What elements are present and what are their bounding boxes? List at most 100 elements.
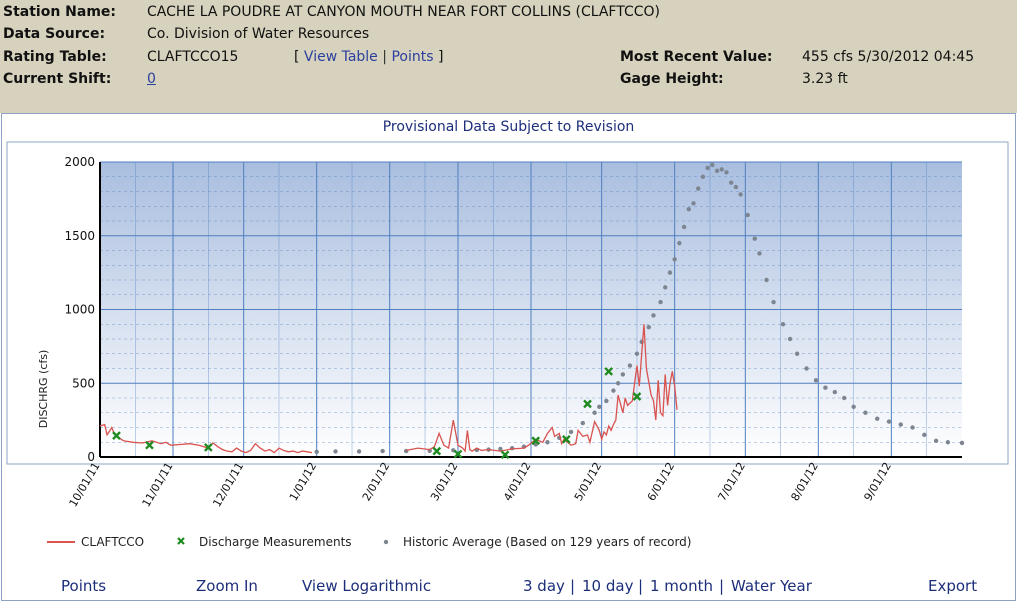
historic-average-point xyxy=(863,410,868,415)
historic-average-point xyxy=(794,351,800,356)
gage-height-value: 3.23 ft xyxy=(802,71,848,87)
x-tick-label: 6/01/12 xyxy=(645,460,677,503)
historic-average-point xyxy=(696,186,701,191)
range-water-year-button[interactable]: Water Year xyxy=(731,577,812,595)
discharge-measurement-marker xyxy=(145,440,154,450)
historic-average-point xyxy=(771,299,776,305)
historic-average-point xyxy=(700,174,706,179)
historic-average-point xyxy=(667,270,673,275)
historic-average-point xyxy=(728,180,734,185)
historic-average-point xyxy=(945,440,951,445)
y-tick-label: 1500 xyxy=(64,229,95,243)
discharge-measurement-marker xyxy=(432,446,442,456)
gage-height-label: Gage Height: xyxy=(620,71,724,87)
points-button[interactable]: Points xyxy=(61,577,107,595)
x-tick-label: 11/01/11 xyxy=(140,460,176,509)
x-tick-label: 3/01/12 xyxy=(428,460,460,503)
legend-marker-swatch xyxy=(177,537,185,545)
discharge-measurement-marker xyxy=(112,431,121,440)
most-recent-label: Most Recent Value: xyxy=(620,49,773,65)
historic-average-point xyxy=(851,404,856,410)
rating-points-link[interactable]: Points xyxy=(391,49,434,65)
chart-legend: CLAFTCCO Discharge Measurements Historic A… xyxy=(47,535,691,549)
historic-average-point xyxy=(832,389,838,395)
historic-average-point xyxy=(813,378,819,383)
export-button[interactable]: Export xyxy=(928,577,978,595)
historic-average-point xyxy=(672,257,677,262)
range-1-month-button[interactable]: 1 month xyxy=(650,577,713,595)
y-tick-label: 500 xyxy=(72,376,95,390)
y-tick-label: 2000 xyxy=(64,155,95,169)
historic-average-point xyxy=(580,420,586,426)
historic-average-point xyxy=(842,395,847,401)
discharge-measurement-marker xyxy=(561,434,571,444)
historic-average-point xyxy=(875,416,880,421)
historic-average-point xyxy=(764,277,769,283)
rating-table-label: Rating Table: xyxy=(3,49,107,65)
x-tick-label: 8/01/12 xyxy=(788,460,820,503)
range-separator: | xyxy=(638,577,644,595)
zoom-in-button[interactable]: Zoom In xyxy=(196,577,258,595)
historic-average-point xyxy=(604,398,609,404)
claftcco-series-line xyxy=(406,324,678,453)
historic-average-point xyxy=(651,313,656,318)
historic-average-point xyxy=(922,432,927,438)
historic-average-point xyxy=(724,170,729,175)
historic-average-point xyxy=(823,385,828,390)
historic-average-point xyxy=(677,240,682,246)
range-separator: | xyxy=(719,577,725,595)
historic-average-point xyxy=(691,201,696,206)
historic-average-point xyxy=(627,363,633,368)
historic-average-point xyxy=(780,322,786,327)
historic-average-point xyxy=(752,236,757,241)
historic-average-point xyxy=(898,422,903,427)
historic-average-point xyxy=(498,446,503,452)
x-tick-label: 5/01/12 xyxy=(572,460,604,503)
data-source-label: Data Source: xyxy=(3,26,106,42)
rating-table-links: [ View Table | Points ] xyxy=(294,49,443,65)
bracket-close: ] xyxy=(437,49,444,65)
range-10-day-button[interactable]: 10 day xyxy=(582,577,634,595)
chart-frame xyxy=(6,141,1009,465)
historic-average-point xyxy=(620,372,626,377)
historic-average-point xyxy=(646,325,651,330)
historic-average-point xyxy=(787,336,793,342)
historic-average-point xyxy=(545,440,550,445)
historic-average-point xyxy=(757,251,762,256)
discharge-measurement-marker xyxy=(531,436,541,446)
discharge-measurement-marker xyxy=(453,449,463,459)
historic-average-point xyxy=(705,165,710,171)
most-recent-value: 455 cfs 5/30/2012 04:45 xyxy=(802,49,975,65)
historic-average-point xyxy=(686,207,691,212)
historic-average-point xyxy=(804,366,809,371)
current-shift-label: Current Shift: xyxy=(3,71,112,87)
historic-average-point xyxy=(933,438,939,443)
historic-average-point xyxy=(745,212,750,218)
historic-average-point xyxy=(592,410,597,415)
historic-average-point xyxy=(380,448,385,454)
discharge-chart: 0 500 1000 1500 2000 10/01/11 11/01/11 12/01/11… xyxy=(6,141,1009,549)
historic-average-point xyxy=(333,449,338,454)
current-shift-link[interactable]: 0 xyxy=(147,71,156,87)
discharge-measurement-marker xyxy=(500,450,510,460)
x-tick-label: 7/01/12 xyxy=(715,460,747,503)
historic-average-point xyxy=(733,184,739,190)
historic-average-point xyxy=(615,381,621,386)
legend-historic-label: Historic Average (Based on 129 years of … xyxy=(403,535,691,549)
view-table-link[interactable]: View Table xyxy=(303,49,378,65)
discharge-measurement-marker xyxy=(583,399,592,409)
range-3-day-button[interactable]: 3 day xyxy=(523,577,565,595)
historic-average-point xyxy=(314,449,319,455)
legend-dot-swatch xyxy=(383,539,389,545)
historic-average-point xyxy=(681,224,687,230)
x-tick-label: 2/01/12 xyxy=(360,460,392,503)
legend-measurements-label: Discharge Measurements xyxy=(199,535,352,549)
discharge-measurement-marker xyxy=(604,367,614,376)
view-logarithmic-button[interactable]: View Logarithmic xyxy=(302,577,432,595)
y-tick-label: 0 xyxy=(87,450,95,464)
historic-average-point xyxy=(886,419,892,424)
chart-toolbar: Points Zoom In View Logarithmic 3 day | … xyxy=(0,577,1017,599)
x-tick-label: 1/01/12 xyxy=(287,460,319,503)
historic-average-point xyxy=(568,429,574,435)
y-tick-label: 1000 xyxy=(64,303,95,317)
